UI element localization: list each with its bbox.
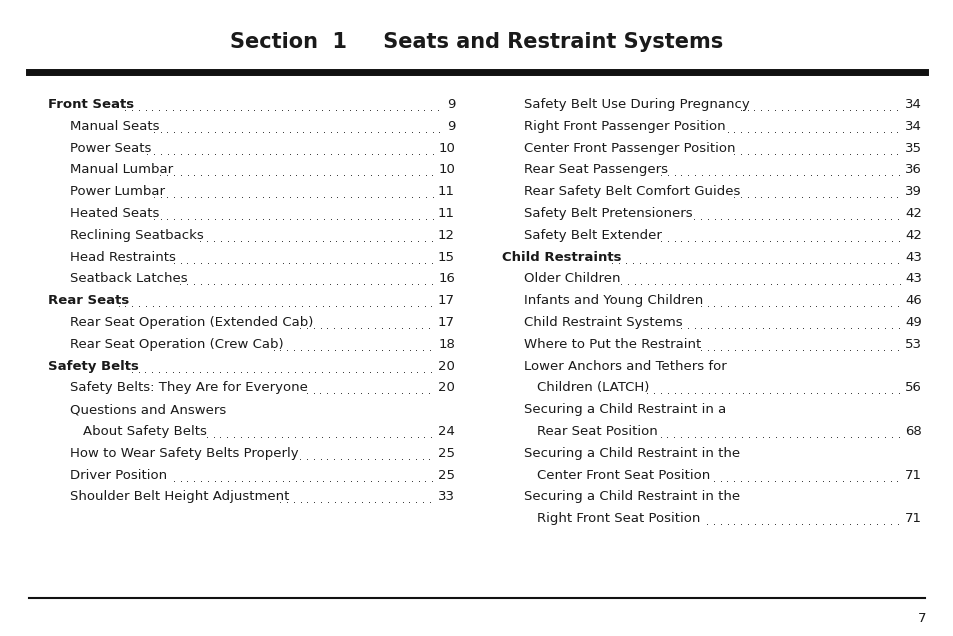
Text: Power Lumbar: Power Lumbar (70, 185, 165, 198)
Text: 10: 10 (437, 163, 455, 176)
Text: Safety Belts: Safety Belts (48, 359, 139, 373)
Text: 46: 46 (904, 294, 921, 307)
Text: 56: 56 (904, 382, 921, 394)
Text: Rear Seat Passengers: Rear Seat Passengers (523, 163, 667, 176)
Text: 71: 71 (904, 469, 921, 481)
Text: Children (LATCH): Children (LATCH) (537, 382, 649, 394)
Text: 12: 12 (437, 229, 455, 242)
Text: 43: 43 (904, 251, 921, 263)
Text: Rear Safety Belt Comfort Guides: Rear Safety Belt Comfort Guides (523, 185, 740, 198)
Text: 9: 9 (446, 98, 455, 111)
Text: 71: 71 (904, 512, 921, 525)
Text: Head Restraints: Head Restraints (70, 251, 175, 263)
Text: Rear Seat Operation (Crew Cab): Rear Seat Operation (Crew Cab) (70, 338, 283, 351)
Text: 34: 34 (904, 98, 921, 111)
Text: Center Front Passenger Position: Center Front Passenger Position (523, 142, 735, 155)
Text: Securing a Child Restraint in the: Securing a Child Restraint in the (523, 447, 740, 460)
Text: 20: 20 (437, 359, 455, 373)
Text: 10: 10 (437, 142, 455, 155)
Text: 15: 15 (437, 251, 455, 263)
Text: Center Front Seat Position: Center Front Seat Position (537, 469, 709, 481)
Text: Safety Belt Pretensioners: Safety Belt Pretensioners (523, 207, 692, 220)
Text: About Safety Belts: About Safety Belts (83, 425, 207, 438)
Text: Lower Anchors and Tethers for: Lower Anchors and Tethers for (523, 359, 726, 373)
Text: 20: 20 (437, 382, 455, 394)
Text: 53: 53 (904, 338, 921, 351)
Text: Securing a Child Restraint in a: Securing a Child Restraint in a (523, 403, 725, 416)
Text: Safety Belts: They Are for Everyone: Safety Belts: They Are for Everyone (70, 382, 308, 394)
Text: 7: 7 (917, 611, 925, 625)
Text: 16: 16 (437, 272, 455, 286)
Text: How to Wear Safety Belts Properly: How to Wear Safety Belts Properly (70, 447, 298, 460)
Text: 25: 25 (437, 447, 455, 460)
Text: 25: 25 (437, 469, 455, 481)
Text: 11: 11 (437, 185, 455, 198)
Text: Right Front Seat Position: Right Front Seat Position (537, 512, 700, 525)
Text: Child Restraint Systems: Child Restraint Systems (523, 316, 682, 329)
Text: 49: 49 (904, 316, 921, 329)
Text: Older Children: Older Children (523, 272, 619, 286)
Text: 33: 33 (437, 490, 455, 504)
Text: 17: 17 (437, 294, 455, 307)
Text: Driver Position: Driver Position (70, 469, 167, 481)
Text: 42: 42 (904, 229, 921, 242)
Text: 39: 39 (904, 185, 921, 198)
Text: Front Seats: Front Seats (48, 98, 134, 111)
Text: Safety Belt Use During Pregnancy: Safety Belt Use During Pregnancy (523, 98, 749, 111)
Text: Manual Seats: Manual Seats (70, 120, 159, 133)
Text: Questions and Answers: Questions and Answers (70, 403, 226, 416)
Text: 24: 24 (437, 425, 455, 438)
Text: Infants and Young Children: Infants and Young Children (523, 294, 702, 307)
Text: Shoulder Belt Height Adjustment: Shoulder Belt Height Adjustment (70, 490, 289, 504)
Text: Rear Seat Operation (Extended Cab): Rear Seat Operation (Extended Cab) (70, 316, 313, 329)
Text: Manual Lumbar: Manual Lumbar (70, 163, 172, 176)
Text: Rear Seats: Rear Seats (48, 294, 129, 307)
Text: Reclining Seatbacks: Reclining Seatbacks (70, 229, 204, 242)
Text: 9: 9 (446, 120, 455, 133)
Text: Seatback Latches: Seatback Latches (70, 272, 188, 286)
Text: 35: 35 (904, 142, 921, 155)
Text: Securing a Child Restraint in the: Securing a Child Restraint in the (523, 490, 740, 504)
Text: 17: 17 (437, 316, 455, 329)
Text: 18: 18 (437, 338, 455, 351)
Text: 68: 68 (904, 425, 921, 438)
Text: Safety Belt Extender: Safety Belt Extender (523, 229, 661, 242)
Text: 43: 43 (904, 272, 921, 286)
Text: 11: 11 (437, 207, 455, 220)
Text: Rear Seat Position: Rear Seat Position (537, 425, 657, 438)
Text: Right Front Passenger Position: Right Front Passenger Position (523, 120, 725, 133)
Text: Section  1     Seats and Restraint Systems: Section 1 Seats and Restraint Systems (230, 32, 723, 52)
Text: Power Seats: Power Seats (70, 142, 152, 155)
Text: 42: 42 (904, 207, 921, 220)
Text: 36: 36 (904, 163, 921, 176)
Text: Heated Seats: Heated Seats (70, 207, 159, 220)
Text: 34: 34 (904, 120, 921, 133)
Text: Child Restraints: Child Restraints (501, 251, 620, 263)
Text: Where to Put the Restraint: Where to Put the Restraint (523, 338, 700, 351)
